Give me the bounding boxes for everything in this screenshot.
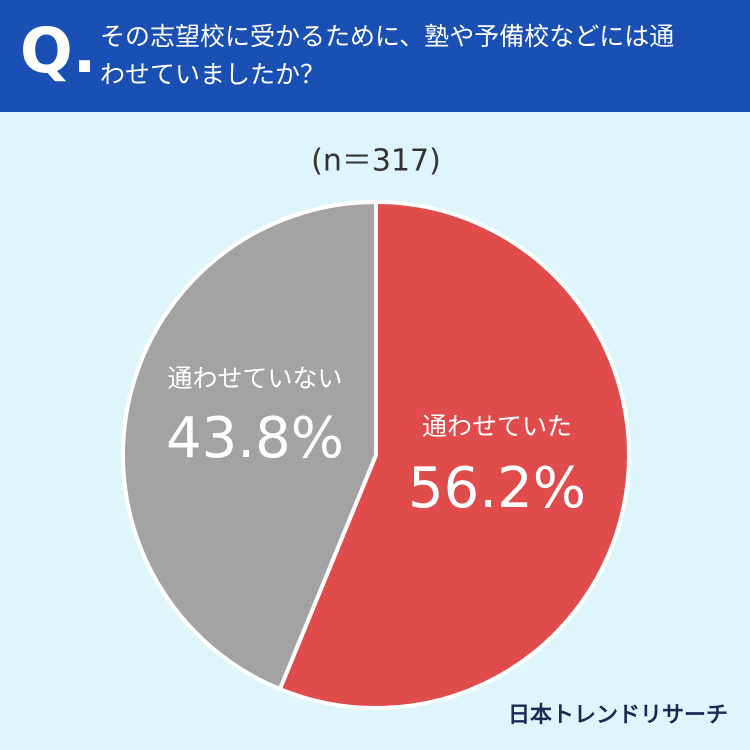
pie-slice [121,199,378,692]
chart-title: その志望校に受かるために、塾や予備校などには通わせていましたか？ [100,22,675,89]
source: 日本トレンドリサーチ [508,703,728,728]
slice-label: 通わせていない [167,364,342,393]
subtitle: (n＝317) [311,144,441,179]
q-marker: Q. [20,14,97,87]
value-label: 56.2% [408,456,586,521]
header: Q. その志望校に受かるために、塾や予備校などには通わせていましたか？ [0,0,750,112]
value-label: 43.8% [166,406,344,471]
slice-label: 通わせていた [422,412,572,441]
pie-slice [277,199,631,710]
